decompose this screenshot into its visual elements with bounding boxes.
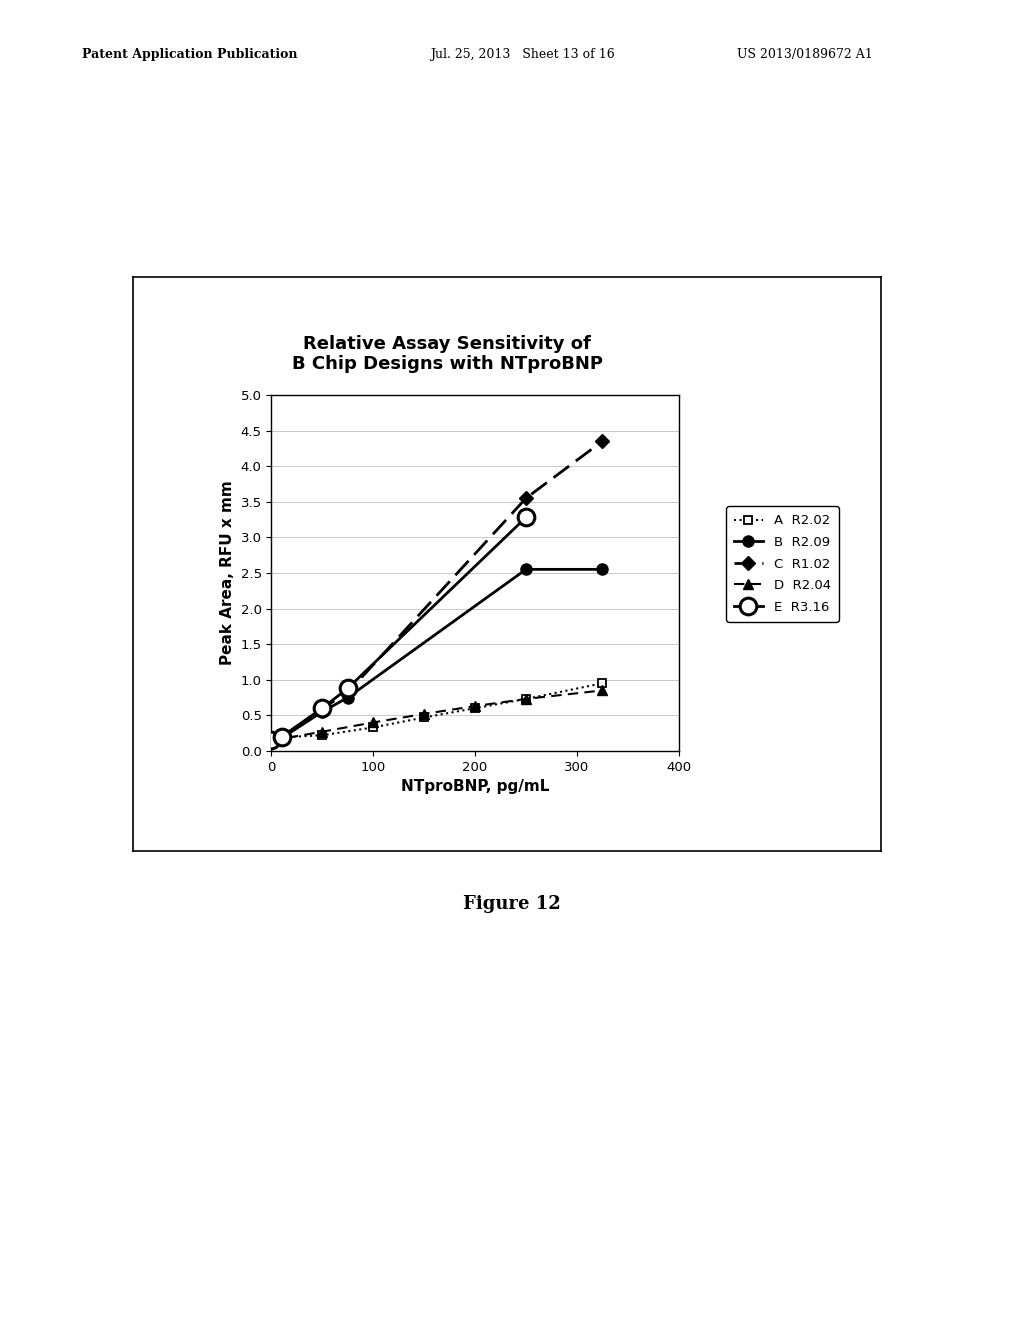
Text: Patent Application Publication: Patent Application Publication [82, 48, 297, 61]
X-axis label: NTproBNP, pg/mL: NTproBNP, pg/mL [401, 779, 549, 795]
Legend: A  R2.02, B  R2.09, C  R1.02, D  R2.04, E  R3.16: A R2.02, B R2.09, C R1.02, D R2.04, E R3… [726, 507, 839, 622]
Text: Relative Assay Sensitivity of
B Chip Designs with NTproBNP: Relative Assay Sensitivity of B Chip Des… [292, 335, 602, 374]
Text: Jul. 25, 2013   Sheet 13 of 16: Jul. 25, 2013 Sheet 13 of 16 [430, 48, 614, 61]
Y-axis label: Peak Area, RFU x mm: Peak Area, RFU x mm [220, 480, 236, 665]
Text: US 2013/0189672 A1: US 2013/0189672 A1 [737, 48, 873, 61]
Text: Figure 12: Figure 12 [463, 895, 561, 913]
